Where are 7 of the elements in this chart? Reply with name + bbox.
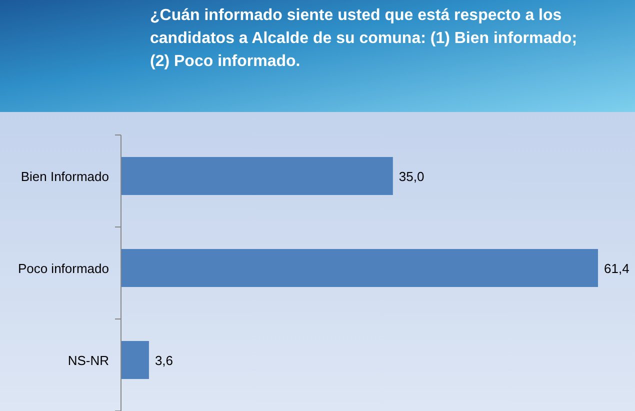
data-label: 35,0 <box>398 169 424 184</box>
data-label: 3,6 <box>154 353 174 368</box>
y-tick-label: NS-NR <box>68 353 109 368</box>
y-tick-label: Bien Informado <box>20 169 109 184</box>
y-tick-label: Poco informado <box>18 261 109 276</box>
chart-title: ¿Cuán informado siente usted que está respecto a los candidatos a Alcalde de su comuna: (1) Bien informado; (2) Poco informado. <box>150 7 578 70</box>
data-label: 61,4 <box>604 261 630 276</box>
